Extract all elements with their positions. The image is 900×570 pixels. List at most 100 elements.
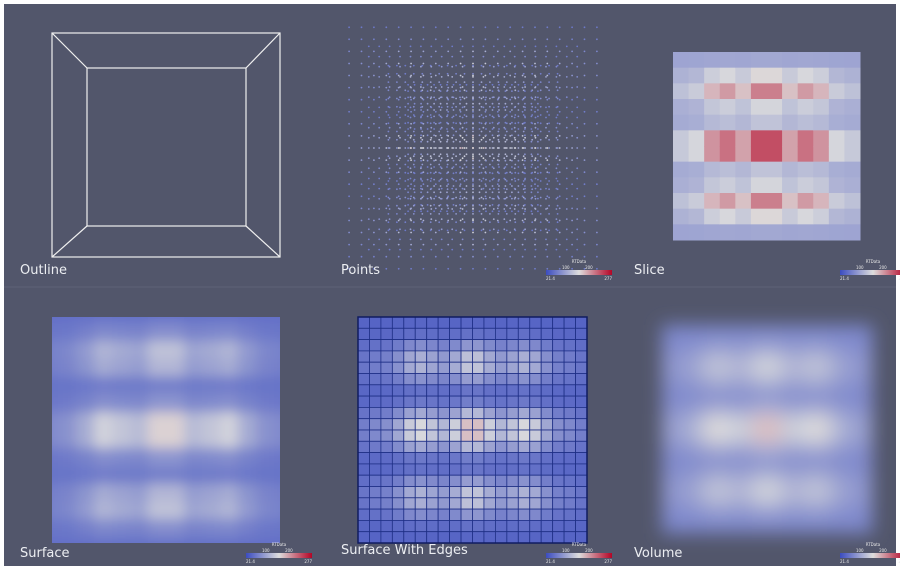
point: [513, 126, 516, 129]
point: [385, 219, 388, 222]
point: [446, 210, 448, 213]
cell: [540, 395, 554, 408]
point: [461, 238, 464, 241]
point: [421, 105, 424, 108]
point: [438, 180, 441, 182]
point: [412, 122, 415, 125]
cell: [797, 130, 814, 147]
point: [509, 26, 512, 29]
point: [439, 153, 442, 156]
point: [399, 167, 401, 170]
point: [429, 138, 432, 141]
cell: [184, 317, 203, 324]
point: [558, 207, 561, 210]
point: [514, 105, 517, 108]
point: [422, 267, 425, 270]
point: [397, 135, 400, 137]
point: [455, 72, 457, 75]
cell: [767, 369, 783, 385]
point: [545, 208, 547, 210]
point: [517, 166, 520, 168]
cell: [166, 537, 185, 543]
cell: [782, 177, 799, 194]
cell: [256, 537, 275, 543]
point: [511, 83, 513, 86]
point: [412, 89, 415, 92]
surface-view: [52, 317, 280, 543]
cell: [719, 99, 736, 116]
point: [524, 115, 526, 118]
point: [378, 157, 381, 160]
point: [388, 136, 391, 139]
point: [565, 157, 568, 160]
point: [565, 197, 568, 200]
point: [397, 98, 400, 101]
point: [412, 114, 415, 116]
cell: [722, 458, 738, 475]
point: [530, 204, 533, 206]
point: [537, 210, 539, 213]
cell: [752, 429, 768, 445]
point: [489, 130, 491, 133]
point: [452, 102, 455, 105]
point: [514, 130, 517, 133]
cell: [76, 483, 95, 502]
point: [521, 267, 524, 270]
point: [472, 128, 474, 130]
point: [420, 65, 422, 68]
point: [534, 267, 536, 270]
point: [480, 138, 483, 141]
point: [524, 228, 526, 231]
cell: [391, 327, 405, 340]
point: [555, 126, 558, 129]
point: [576, 76, 579, 78]
point: [472, 204, 474, 206]
cell: [380, 339, 393, 352]
point: [387, 130, 390, 133]
cell: [449, 486, 462, 499]
point: [465, 96, 468, 99]
point: [412, 155, 415, 158]
point: [530, 109, 533, 111]
cell: [357, 316, 370, 329]
point: [446, 229, 449, 232]
cell: [52, 483, 59, 502]
point: [433, 210, 435, 213]
cell: [766, 130, 783, 147]
point: [446, 102, 448, 105]
point: [531, 114, 534, 116]
point: [534, 96, 537, 99]
point: [409, 116, 412, 119]
point: [447, 98, 450, 101]
point: [367, 187, 370, 190]
point: [420, 116, 422, 119]
point: [491, 115, 494, 118]
point: [472, 38, 474, 41]
point: [555, 65, 558, 68]
point: [555, 76, 558, 78]
cell: [812, 473, 828, 489]
cell: [391, 474, 405, 487]
point: [513, 218, 516, 221]
point: [429, 171, 432, 174]
point: [503, 45, 506, 48]
point: [455, 204, 457, 207]
point: [537, 115, 539, 118]
cell: [692, 414, 708, 430]
cell: [797, 193, 814, 210]
cell: [752, 399, 768, 415]
cell: [403, 373, 416, 386]
cell: [529, 463, 542, 476]
point: [489, 163, 491, 166]
cell: [58, 317, 77, 324]
cell: [256, 394, 275, 413]
cell: [827, 414, 843, 430]
point: [399, 136, 401, 139]
point: [387, 221, 390, 224]
point: [455, 196, 457, 199]
cell: [380, 531, 393, 544]
point: [583, 183, 586, 186]
point: [439, 109, 442, 111]
point: [482, 197, 485, 200]
